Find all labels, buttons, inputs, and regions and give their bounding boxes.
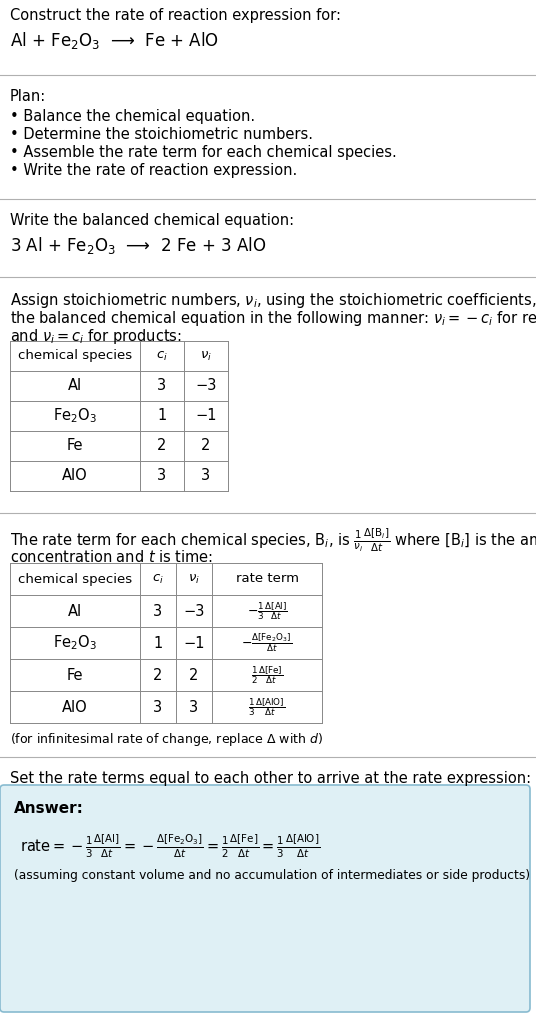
Text: 2: 2 — [157, 439, 167, 453]
Text: 3: 3 — [153, 699, 162, 714]
Text: Al: Al — [68, 379, 82, 393]
Text: the balanced chemical equation in the following manner: $\nu_i = -c_i$ for react: the balanced chemical equation in the fo… — [10, 309, 536, 328]
Text: −1: −1 — [195, 408, 217, 424]
Text: $\frac{1}{2}\frac{\Delta[\mathrm{Fe}]}{\Delta t}$: $\frac{1}{2}\frac{\Delta[\mathrm{Fe}]}{\… — [251, 664, 283, 686]
Text: 3: 3 — [158, 379, 167, 393]
Text: −3: −3 — [183, 604, 205, 619]
Text: $\nu_i$: $\nu_i$ — [188, 572, 200, 585]
Text: chemical species: chemical species — [18, 572, 132, 585]
Text: −1: −1 — [183, 635, 205, 650]
Text: (for infinitesimal rate of change, replace Δ with $d$): (for infinitesimal rate of change, repla… — [10, 731, 323, 748]
Text: Plan:: Plan: — [10, 89, 46, 104]
Text: $-\frac{\Delta[\mathrm{Fe}_2\mathrm{O}_3]}{\Delta t}$: $-\frac{\Delta[\mathrm{Fe}_2\mathrm{O}_3… — [242, 632, 293, 654]
Text: 2: 2 — [202, 439, 211, 453]
FancyBboxPatch shape — [0, 785, 530, 1012]
Text: Fe$_2$O$_3$: Fe$_2$O$_3$ — [53, 406, 97, 426]
Text: chemical species: chemical species — [18, 350, 132, 363]
Text: (assuming constant volume and no accumulation of intermediates or side products): (assuming constant volume and no accumul… — [14, 869, 530, 882]
Text: $\nu_i$: $\nu_i$ — [200, 350, 212, 363]
Text: rate term: rate term — [235, 572, 299, 585]
Text: AlO: AlO — [62, 468, 88, 484]
Text: • Assemble the rate term for each chemical species.: • Assemble the rate term for each chemic… — [10, 145, 397, 160]
Text: • Write the rate of reaction expression.: • Write the rate of reaction expression. — [10, 163, 297, 178]
Text: 1: 1 — [158, 408, 167, 424]
Text: 2: 2 — [189, 668, 199, 683]
Text: $c_i$: $c_i$ — [152, 572, 164, 585]
Text: $-\frac{1}{3}\frac{\Delta[\mathrm{Al}]}{\Delta t}$: $-\frac{1}{3}\frac{\Delta[\mathrm{Al}]}{… — [247, 600, 287, 622]
Text: • Determine the stoichiometric numbers.: • Determine the stoichiometric numbers. — [10, 127, 313, 142]
Text: Al: Al — [68, 604, 82, 619]
Text: −3: −3 — [195, 379, 217, 393]
Text: concentration and $t$ is time:: concentration and $t$ is time: — [10, 549, 213, 565]
Text: 2: 2 — [153, 668, 163, 683]
Text: Write the balanced chemical equation:: Write the balanced chemical equation: — [10, 213, 294, 228]
Text: Assign stoichiometric numbers, $\nu_i$, using the stoichiometric coefficients, $: Assign stoichiometric numbers, $\nu_i$, … — [10, 291, 536, 310]
Text: $c_i$: $c_i$ — [156, 350, 168, 363]
Text: 3: 3 — [189, 699, 198, 714]
Text: Fe: Fe — [67, 439, 83, 453]
Text: 3: 3 — [158, 468, 167, 484]
Text: Set the rate terms equal to each other to arrive at the rate expression:: Set the rate terms equal to each other t… — [10, 771, 531, 786]
Text: $\frac{1}{3}\frac{\Delta[\mathrm{AlO}]}{\Delta t}$: $\frac{1}{3}\frac{\Delta[\mathrm{AlO}]}{… — [248, 696, 286, 718]
Text: 1: 1 — [153, 635, 162, 650]
Text: Construct the rate of reaction expression for:: Construct the rate of reaction expressio… — [10, 8, 341, 23]
Text: The rate term for each chemical species, B$_i$, is $\frac{1}{\nu_i}\frac{\Delta[: The rate term for each chemical species,… — [10, 527, 536, 555]
Text: Fe: Fe — [67, 668, 83, 683]
Text: 3: 3 — [153, 604, 162, 619]
Text: • Balance the chemical equation.: • Balance the chemical equation. — [10, 109, 255, 124]
Text: 3 Al + Fe$_2$O$_3$  ⟶  2 Fe + 3 AlO: 3 Al + Fe$_2$O$_3$ ⟶ 2 Fe + 3 AlO — [10, 235, 266, 256]
Text: 3: 3 — [202, 468, 211, 484]
Text: Al + Fe$_2$O$_3$  ⟶  Fe + AlO: Al + Fe$_2$O$_3$ ⟶ Fe + AlO — [10, 30, 219, 51]
Text: Fe$_2$O$_3$: Fe$_2$O$_3$ — [53, 634, 97, 652]
Text: Answer:: Answer: — [14, 801, 84, 816]
Text: AlO: AlO — [62, 699, 88, 714]
Text: and $\nu_i = c_i$ for products:: and $\nu_i = c_i$ for products: — [10, 327, 182, 346]
Text: $\mathrm{rate} = -\frac{1}{3}\frac{\Delta[\mathrm{Al}]}{\Delta t} = -\frac{\Delt: $\mathrm{rate} = -\frac{1}{3}\frac{\Delt… — [20, 833, 320, 861]
